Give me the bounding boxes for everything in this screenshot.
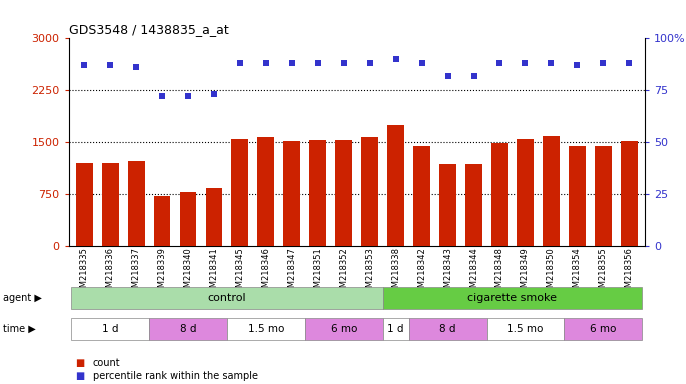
Bar bbox=[621, 141, 638, 246]
Point bbox=[338, 60, 349, 66]
Bar bbox=[439, 164, 456, 246]
Text: 6 mo: 6 mo bbox=[331, 324, 357, 334]
Bar bbox=[491, 143, 508, 246]
Point bbox=[364, 60, 375, 66]
Point bbox=[598, 60, 608, 66]
Bar bbox=[154, 196, 171, 246]
Bar bbox=[413, 146, 430, 246]
Text: GDS3548 / 1438835_a_at: GDS3548 / 1438835_a_at bbox=[69, 23, 228, 36]
Bar bbox=[231, 139, 248, 246]
Point bbox=[468, 73, 479, 79]
Point bbox=[520, 60, 531, 66]
Point bbox=[130, 65, 141, 71]
Bar bbox=[283, 141, 300, 246]
Text: time ▶: time ▶ bbox=[3, 324, 36, 334]
Bar bbox=[180, 192, 196, 246]
Point bbox=[572, 62, 583, 68]
Text: count: count bbox=[93, 358, 120, 368]
Text: agent ▶: agent ▶ bbox=[3, 293, 43, 303]
Text: 8 d: 8 d bbox=[180, 324, 196, 334]
Text: ■: ■ bbox=[75, 371, 84, 381]
Text: percentile rank within the sample: percentile rank within the sample bbox=[93, 371, 258, 381]
Text: ■: ■ bbox=[75, 358, 84, 368]
Point bbox=[624, 60, 635, 66]
Point bbox=[261, 60, 272, 66]
Text: 1.5 mo: 1.5 mo bbox=[248, 324, 284, 334]
Bar bbox=[75, 163, 93, 246]
Point bbox=[442, 73, 453, 79]
Point bbox=[182, 93, 193, 99]
Text: 1 d: 1 d bbox=[102, 324, 119, 334]
Text: 1 d: 1 d bbox=[388, 324, 404, 334]
Point bbox=[79, 62, 90, 68]
Point bbox=[416, 60, 427, 66]
Point bbox=[235, 60, 246, 66]
Text: 1.5 mo: 1.5 mo bbox=[507, 324, 543, 334]
Bar bbox=[362, 137, 378, 246]
Point bbox=[156, 93, 167, 99]
Bar bbox=[335, 140, 352, 246]
Bar bbox=[206, 189, 222, 246]
Bar bbox=[257, 137, 274, 246]
Point bbox=[494, 60, 505, 66]
Text: 8 d: 8 d bbox=[439, 324, 456, 334]
Bar bbox=[517, 139, 534, 246]
Bar bbox=[465, 164, 482, 246]
Point bbox=[546, 60, 557, 66]
Point bbox=[312, 60, 323, 66]
Bar bbox=[309, 140, 327, 246]
Point bbox=[390, 56, 401, 62]
Text: 6 mo: 6 mo bbox=[590, 324, 617, 334]
Bar bbox=[569, 146, 586, 246]
Bar bbox=[102, 163, 119, 246]
Bar bbox=[128, 161, 145, 246]
Text: control: control bbox=[208, 293, 246, 303]
Text: cigarette smoke: cigarette smoke bbox=[467, 293, 558, 303]
Point bbox=[209, 91, 220, 98]
Bar bbox=[387, 126, 404, 246]
Bar bbox=[595, 146, 612, 246]
Point bbox=[105, 62, 116, 68]
Point bbox=[286, 60, 297, 66]
Bar bbox=[543, 136, 560, 246]
